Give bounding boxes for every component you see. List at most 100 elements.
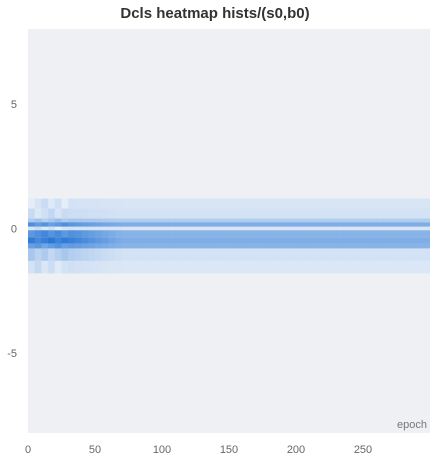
heatmap-cell (289, 237, 297, 244)
heatmap-cell (175, 218, 183, 223)
heatmap-cell (296, 243, 304, 249)
heatmap-cell (222, 248, 230, 261)
heatmap-cell (74, 237, 83, 244)
heatmap-cell (74, 222, 83, 227)
heatmap-cell (296, 198, 304, 209)
heatmap-cell (235, 260, 243, 274)
heatmap-cell (175, 237, 183, 244)
heatmap-cell (229, 218, 237, 223)
heatmap-cell (175, 222, 183, 227)
heatmap-cell (342, 237, 351, 244)
heatmap-cell (363, 248, 371, 261)
heatmap-cell (416, 218, 424, 223)
heatmap-cell (363, 226, 371, 231)
heatmap-cell (68, 222, 76, 227)
heatmap-cell (376, 248, 384, 261)
heatmap-cell (336, 260, 344, 274)
heatmap-cell (349, 222, 357, 227)
heatmap-cell (188, 208, 196, 219)
heatmap-cell (349, 248, 357, 261)
heatmap-cell (349, 208, 357, 219)
heatmap-cell (255, 260, 263, 274)
heatmap-cell (389, 248, 397, 261)
heatmap-cell (28, 230, 36, 238)
heatmap-cell (235, 230, 243, 238)
heatmap-cell (135, 198, 143, 209)
heatmap-cell (101, 218, 109, 223)
heatmap-cell (329, 198, 337, 209)
heatmap-cell (416, 222, 424, 227)
heatmap-cell (363, 260, 371, 274)
heatmap-cell (316, 243, 324, 249)
heatmap-cell (68, 243, 76, 249)
heatmap-cell (389, 230, 397, 238)
heatmap-cell (115, 222, 123, 227)
heatmap-cell (316, 208, 324, 219)
heatmap-cell (215, 218, 223, 223)
heatmap-cell (376, 218, 384, 223)
heatmap-cell (302, 243, 310, 249)
heatmap-cell (34, 222, 42, 227)
heatmap-cell (175, 243, 183, 249)
heatmap-cell (215, 208, 223, 219)
heatmap-cell (322, 230, 330, 238)
heatmap-cell (342, 248, 351, 261)
heatmap-cell (255, 208, 263, 219)
heatmap-cell (342, 208, 351, 219)
heatmap-cell (349, 243, 357, 249)
heatmap-cell (369, 208, 377, 219)
heatmap-cell (356, 243, 364, 249)
heatmap-cell (155, 243, 163, 249)
heatmap-cell (369, 237, 377, 244)
heatmap-cell (222, 208, 230, 219)
heatmap-cell (302, 248, 310, 261)
heatmap-cell (74, 226, 83, 231)
heatmap-cell (356, 260, 364, 274)
heatmap-cell (162, 243, 170, 249)
heatmap-cell (202, 222, 210, 227)
heatmap-cell (108, 226, 116, 231)
heatmap-cell (242, 208, 250, 219)
heatmap-cell (296, 260, 304, 274)
heatmap-cell (162, 260, 170, 274)
heatmap-cell (289, 243, 297, 249)
heatmap-cell (249, 237, 257, 244)
heatmap-cell (336, 226, 344, 231)
heatmap-cell (403, 230, 411, 238)
heatmap-cell (95, 260, 103, 274)
heatmap-cell (229, 230, 237, 238)
heatmap-cell (235, 198, 243, 209)
heatmap-cell (81, 243, 89, 249)
heatmap-cell (168, 260, 176, 274)
heatmap-cell (329, 248, 337, 261)
heatmap-cell (168, 243, 176, 249)
heatmap-cell (383, 208, 391, 219)
heatmap-cell (363, 198, 371, 209)
heatmap-cell (74, 248, 83, 261)
heatmap-cell (329, 208, 337, 219)
heatmap-cell (249, 208, 257, 219)
heatmap-cell (81, 222, 89, 227)
heatmap-cell (249, 218, 257, 223)
heatmap-cell (141, 260, 150, 274)
heatmap-cell (389, 243, 397, 249)
heatmap-cell (168, 230, 176, 238)
heatmap-cell (322, 208, 330, 219)
x-tick-label: 100 (153, 444, 171, 456)
heatmap-cell (356, 218, 364, 223)
heatmap-cell (269, 237, 277, 244)
heatmap-cell (289, 248, 297, 261)
heatmap-cell (141, 248, 150, 261)
heatmap-cell (289, 260, 297, 274)
heatmap-cell (168, 198, 176, 209)
chart-title: Dcls heatmap hists/(s0,b0) (120, 5, 310, 22)
heatmap-cell (242, 243, 250, 249)
heatmap-cell (141, 230, 150, 238)
heatmap-cell (396, 222, 404, 227)
heatmap-cell (369, 248, 377, 261)
heatmap-cell (423, 260, 430, 274)
heatmap-cell (175, 226, 183, 231)
heatmap-cell (202, 260, 210, 274)
heatmap-cell (121, 218, 129, 223)
heatmap-cell (115, 230, 123, 238)
